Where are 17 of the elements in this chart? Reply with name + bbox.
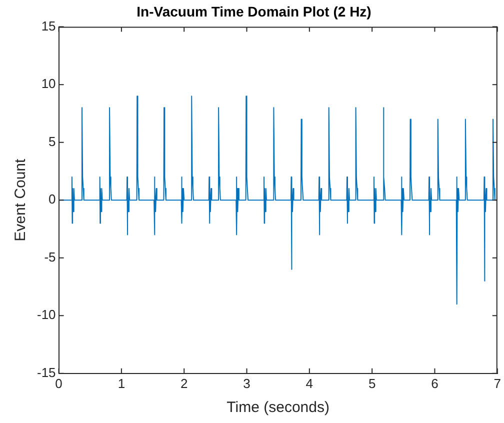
y-tick-label: -10: [36, 307, 56, 322]
y-tick-label: -5: [44, 249, 56, 264]
y-tick-label: 0: [48, 192, 56, 207]
y-tick-label: 5: [48, 134, 56, 149]
x-tick-label: 3: [243, 376, 250, 391]
y-axis-title: Event Count: [12, 158, 30, 242]
x-tick-label: 1: [118, 376, 126, 391]
y-tick-label: 15: [41, 18, 56, 34]
x-tick-label: 2: [180, 376, 188, 391]
x-tick-label: 6: [431, 376, 438, 391]
chart-title: In-Vacuum Time Domain Plot (2 Hz): [136, 3, 372, 20]
x-tick-label: 4: [306, 376, 314, 391]
x-tick-label: 5: [368, 376, 376, 391]
x-axis-title: Time (seconds): [226, 399, 330, 416]
y-tick-label: -15: [36, 364, 56, 380]
x-tick-label: 7: [494, 376, 501, 391]
y-tick-label: 10: [41, 76, 56, 92]
